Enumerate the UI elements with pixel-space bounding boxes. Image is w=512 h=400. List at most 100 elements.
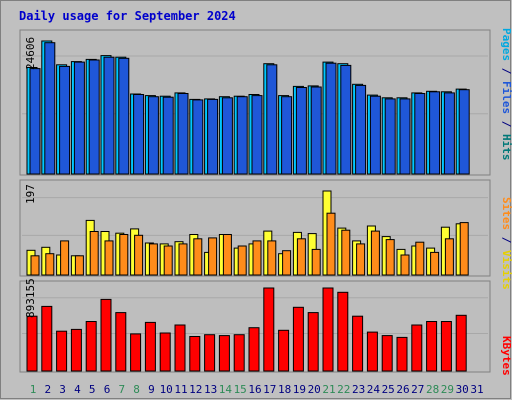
kbytes-kbytes-bar-day-30 bbox=[455, 314, 467, 372]
visits-sites-bar-day-24 bbox=[370, 230, 380, 276]
day-label-27: 27 bbox=[411, 383, 424, 396]
kbytes-kbytes-bar-day-6 bbox=[100, 298, 112, 372]
hits-files-bar-day-6 bbox=[103, 56, 115, 175]
files-legend: Files bbox=[500, 81, 512, 114]
hits-files-bar-day-18 bbox=[281, 96, 293, 175]
kbytes-kbytes-bar-day-24 bbox=[366, 331, 378, 372]
kbytes-kbytes-bar-day-11 bbox=[174, 324, 186, 372]
day-label-3: 3 bbox=[59, 383, 66, 396]
day-label-12: 12 bbox=[189, 383, 202, 396]
day-label-25: 25 bbox=[382, 383, 395, 396]
day-label-21: 21 bbox=[322, 383, 335, 396]
hits-files-bar-day-29 bbox=[443, 92, 455, 175]
kbytes-kbytes-bar-day-20 bbox=[307, 312, 319, 372]
visits-sites-bar-day-4 bbox=[74, 255, 84, 276]
hits-files-bar-day-16 bbox=[251, 95, 263, 175]
visits-sites-bar-day-3 bbox=[60, 240, 70, 276]
visits-max-label: 197 bbox=[24, 184, 37, 204]
hits-files-bar-day-20 bbox=[310, 86, 322, 175]
legend-sep-3: / bbox=[500, 230, 512, 250]
chart-title: Daily usage for September 2024 bbox=[19, 9, 236, 23]
hits-files-bar-day-1 bbox=[29, 68, 41, 175]
hits-panel bbox=[19, 29, 491, 176]
visits-sites-bar-day-18 bbox=[282, 250, 292, 276]
visits-sites-bar-day-15 bbox=[237, 245, 247, 276]
visits-sites-bar-day-22 bbox=[341, 229, 351, 276]
kbytes-kbytes-bar-day-29 bbox=[440, 321, 452, 372]
day-label-22: 22 bbox=[337, 383, 350, 396]
hits-files-bar-day-11 bbox=[177, 93, 189, 175]
kbytes-kbytes-bar-day-16 bbox=[248, 327, 260, 372]
hits-files-bar-day-13 bbox=[207, 98, 219, 175]
day-label-20: 20 bbox=[308, 383, 321, 396]
kbytes-kbytes-bar-day-8 bbox=[130, 333, 142, 372]
kbytes-kbytes-bar-day-3 bbox=[56, 330, 68, 372]
hits-files-bar-day-5 bbox=[88, 59, 100, 175]
kbytes-kbytes-bar-day-9 bbox=[144, 321, 156, 372]
hits-files-bar-day-25 bbox=[384, 98, 396, 175]
legend-sep-2: / bbox=[500, 114, 512, 134]
visits-sites-bar-day-25 bbox=[385, 239, 395, 276]
hits-files-bar-day-27 bbox=[414, 93, 426, 175]
hits-max-label: 24606 bbox=[24, 37, 37, 70]
kbytes-kbytes-bar-day-28 bbox=[426, 321, 438, 372]
hits-files-bar-day-15 bbox=[236, 96, 248, 175]
hits-legend: Hits bbox=[500, 134, 512, 161]
visits-sites-bar-day-27 bbox=[415, 241, 425, 276]
kbytes-kbytes-bar-day-10 bbox=[159, 332, 171, 372]
day-label-28: 28 bbox=[426, 383, 439, 396]
day-label-1: 1 bbox=[30, 383, 37, 396]
hits-files-bar-day-21 bbox=[325, 62, 337, 175]
visits-sites-bar-day-19 bbox=[296, 238, 306, 276]
visits-sites-bar-day-17 bbox=[267, 240, 277, 276]
kbytes-kbytes-bar-day-18 bbox=[278, 329, 290, 372]
hits-files-bar-day-24 bbox=[369, 95, 381, 175]
hits-files-bar-day-8 bbox=[133, 94, 145, 175]
day-label-6: 6 bbox=[104, 383, 111, 396]
hits-files-bar-day-9 bbox=[147, 96, 159, 175]
visits-sites-bar-day-21 bbox=[326, 212, 336, 276]
kbytes-kbytes-bar-day-14 bbox=[218, 335, 230, 372]
visits-sites-bar-day-8 bbox=[134, 234, 144, 276]
visits-axis-title: Sites / Visits bbox=[500, 197, 512, 290]
visits-sites-bar-day-23 bbox=[356, 243, 366, 276]
visits-sites-bar-day-30 bbox=[459, 222, 469, 276]
day-label-4: 4 bbox=[74, 383, 81, 396]
hits-files-bar-day-3 bbox=[59, 65, 71, 175]
visits-sites-bar-day-14 bbox=[222, 234, 232, 276]
visits-sites-bar-day-11 bbox=[178, 243, 188, 276]
visits-sites-bar-day-26 bbox=[400, 254, 410, 276]
visits-sites-bar-day-9 bbox=[148, 243, 158, 276]
kbytes-kbytes-bar-day-25 bbox=[381, 335, 393, 372]
visits-sites-bar-day-7 bbox=[119, 234, 129, 276]
visits-sites-bar-day-2 bbox=[45, 253, 55, 276]
visits-sites-bar-day-12 bbox=[193, 238, 203, 276]
legend-sep-1: / bbox=[500, 61, 512, 81]
hits-files-bar-day-26 bbox=[399, 98, 411, 175]
hits-axis-title: Pages / Files / Hits bbox=[500, 28, 512, 161]
kbytes-kbytes-bar-day-21 bbox=[322, 287, 334, 372]
pages-legend: Pages bbox=[500, 28, 512, 61]
day-label-14: 14 bbox=[219, 383, 233, 396]
kbytes-kbytes-bar-day-27 bbox=[411, 324, 423, 372]
hits-files-bar-day-28 bbox=[429, 91, 441, 175]
hits-files-bar-day-17 bbox=[266, 64, 278, 175]
day-label-9: 9 bbox=[148, 383, 155, 396]
hits-files-bar-day-30 bbox=[458, 89, 470, 175]
kbytes-panel bbox=[19, 280, 491, 373]
day-label-11: 11 bbox=[174, 383, 187, 396]
kbytes-kbytes-bar-day-13 bbox=[204, 334, 216, 372]
kbytes-kbytes-bar-day-2 bbox=[41, 305, 53, 372]
kbytes-kbytes-bar-day-19 bbox=[292, 306, 304, 372]
visits-sites-bar-day-13 bbox=[208, 237, 218, 276]
kbytes-kbytes-bar-day-22 bbox=[337, 291, 349, 372]
day-label-7: 7 bbox=[118, 383, 125, 396]
hits-files-bar-day-12 bbox=[192, 99, 204, 175]
kbytes-kbytes-bar-day-26 bbox=[396, 336, 408, 372]
day-label-8: 8 bbox=[133, 383, 140, 396]
day-label-13: 13 bbox=[204, 383, 217, 396]
day-axis: 1 2 3 4 5 6 7 8 9 10 11 12 13 14 15 16 17 18 19 20 21 22 23 24 2… bbox=[30, 383, 484, 396]
kbytes-kbytes-bar-day-15 bbox=[233, 334, 245, 372]
